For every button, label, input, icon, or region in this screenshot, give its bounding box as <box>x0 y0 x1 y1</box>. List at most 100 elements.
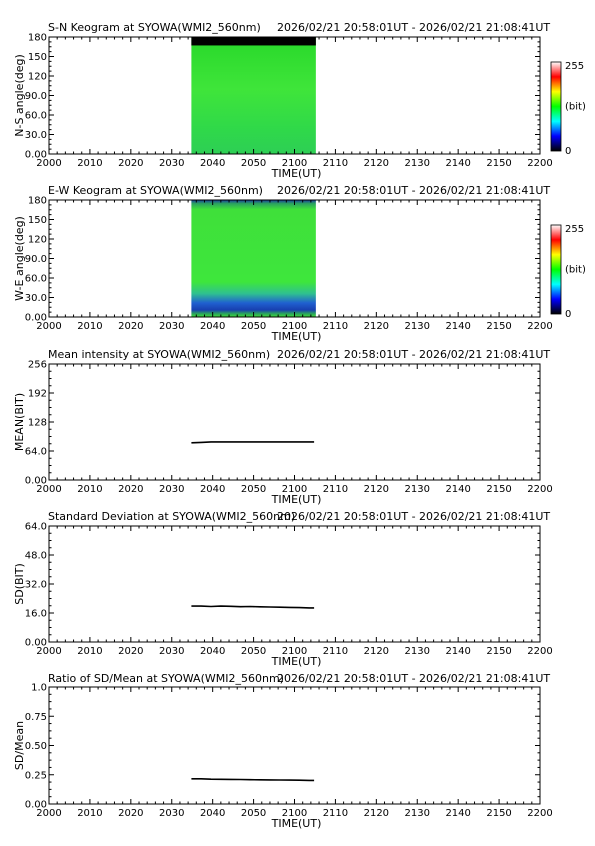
x-tick-label: 2020 <box>118 321 143 332</box>
x-tick-label: 2000 <box>36 321 61 332</box>
y-tick-label: 64.0 <box>25 522 47 533</box>
x-tick-label: 2130 <box>405 808 430 819</box>
y-tick-label: 0.00 <box>25 638 47 649</box>
colorbar-unit-label: (bit) <box>565 265 586 276</box>
x-tick-label: 2140 <box>445 646 470 657</box>
x-tick-label: 2040 <box>200 646 225 657</box>
y-tick-label: 0.75 <box>25 712 47 723</box>
x-tick-label: 2030 <box>159 321 184 332</box>
x-tick-label: 2020 <box>118 484 143 495</box>
y-tick-label: 256 <box>28 360 47 371</box>
x-tick-label: 2100 <box>282 321 307 332</box>
x-tick-label: 2140 <box>445 808 470 819</box>
y-tick-label: 90.0 <box>25 254 47 265</box>
colorbar-max-label: 255 <box>565 224 584 235</box>
plot-frame <box>48 686 541 805</box>
y-tick-label: 60.0 <box>25 111 47 122</box>
time-range-label: 2026/02/21 20:58:01UT - 2026/02/21 21:08… <box>277 672 550 685</box>
x-tick-label: 2010 <box>77 808 102 819</box>
x-tick-label: 2040 <box>200 484 225 495</box>
x-tick-label: 2130 <box>405 646 430 657</box>
y-tick-label: 60.0 <box>25 274 47 285</box>
x-tick-label: 2150 <box>486 158 511 169</box>
ratio-panel: Ratio of SD/Mean at SYOWA(WMI2_560nm)202… <box>13 672 553 830</box>
plot-frame <box>48 525 541 643</box>
x-tick-label: 2010 <box>77 321 102 332</box>
colorbar <box>550 224 562 315</box>
x-tick-label: 2150 <box>486 321 511 332</box>
keogram-data-block <box>191 37 316 154</box>
y-tick-label: 120 <box>28 235 47 246</box>
colorbar-min-label: 0 <box>565 146 571 157</box>
x-tick-label: 2050 <box>241 158 266 169</box>
y-tick-label: 0.00 <box>25 476 47 487</box>
series-line <box>191 777 315 782</box>
x-tick-label: 2200 <box>527 484 552 495</box>
y-tick-label: 64.0 <box>25 447 47 458</box>
x-tick-label: 2020 <box>118 808 143 819</box>
y-tick-label: 48.0 <box>25 551 47 562</box>
x-tick-label: 2010 <box>77 484 102 495</box>
x-tick-label: 2120 <box>364 321 389 332</box>
x-tick-label: 2040 <box>200 321 225 332</box>
chart-title: S-N Keogram at SYOWA(WMI2_560nm) <box>48 21 261 34</box>
x-tick-label: 2150 <box>486 484 511 495</box>
y-tick-label: 128 <box>28 418 47 429</box>
x-tick-label: 2140 <box>445 484 470 495</box>
x-tick-label: 2200 <box>527 321 552 332</box>
colorbar-max-label: 255 <box>565 61 584 72</box>
y-tick-label: 32.0 <box>25 580 47 591</box>
y-tick-label: 0.00 <box>25 800 47 811</box>
x-tick-label: 2110 <box>323 321 348 332</box>
x-tick-label: 2030 <box>159 158 184 169</box>
x-tick-label: 2000 <box>36 646 61 657</box>
x-tick-label: 2150 <box>486 646 511 657</box>
x-tick-label: 2200 <box>527 808 552 819</box>
colorbar-min-label: 0 <box>565 309 571 320</box>
y-tick-label: 1.0 <box>31 683 47 694</box>
y-axis-label: N-S angle(deg) <box>13 54 26 137</box>
series-line <box>191 605 315 609</box>
x-tick-label: 2120 <box>364 646 389 657</box>
x-tick-label: 2120 <box>364 808 389 819</box>
x-axis-label: TIME(UT) <box>271 167 322 180</box>
x-tick-label: 2020 <box>118 158 143 169</box>
x-tick-label: 2200 <box>527 646 552 657</box>
y-tick-label: 30.0 <box>25 130 47 141</box>
x-tick-label: 2030 <box>159 484 184 495</box>
mean-panel: Mean intensity at SYOWA(WMI2_560nm) 2026/… <box>13 348 553 506</box>
time-range-label: 2026/02/21 20:58:01UT - 2026/02/21 21:08… <box>277 510 550 523</box>
x-tick-label: 2130 <box>405 321 430 332</box>
y-axis-label: SD(BIT) <box>13 563 26 605</box>
sd-panel: Standard Deviation at SYOWA(WMI2_560nm)2… <box>13 510 553 668</box>
x-tick-label: 2010 <box>77 158 102 169</box>
x-tick-label: 2050 <box>241 808 266 819</box>
y-tick-label: 0.25 <box>25 770 47 781</box>
keogram-data-block <box>191 200 316 317</box>
x-tick-label: 2100 <box>282 158 307 169</box>
x-tick-label: 2140 <box>445 158 470 169</box>
x-tick-label: 2000 <box>36 484 61 495</box>
x-tick-label: 2140 <box>445 321 470 332</box>
y-tick-label: 0.00 <box>25 150 47 161</box>
time-range-label: 2026/02/21 20:58:01UT - 2026/02/21 21:08… <box>277 184 550 197</box>
x-axis-label: TIME(UT) <box>271 493 322 506</box>
x-tick-label: 2050 <box>241 321 266 332</box>
x-tick-label: 2010 <box>77 646 102 657</box>
y-tick-label: 120 <box>28 72 47 83</box>
x-axis-label: TIME(UT) <box>271 330 322 343</box>
x-tick-label: 2000 <box>36 158 61 169</box>
colorbar-unit-label: (bit) <box>565 102 586 113</box>
y-tick-label: 0.00 <box>25 313 47 324</box>
x-axis-label: TIME(UT) <box>271 817 322 830</box>
y-tick-label: 150 <box>28 52 47 63</box>
x-tick-label: 2120 <box>364 484 389 495</box>
time-range-label: 2026/02/21 20:58:01UT - 2026/02/21 21:08… <box>277 348 550 361</box>
sn-keogram-panel: S-N Keogram at SYOWA(WMI2_560nm) 2026/02/… <box>13 21 586 180</box>
x-tick-label: 2110 <box>323 808 348 819</box>
x-tick-label: 2040 <box>200 808 225 819</box>
y-tick-label: 90.0 <box>25 91 47 102</box>
x-tick-label: 2100 <box>282 484 307 495</box>
